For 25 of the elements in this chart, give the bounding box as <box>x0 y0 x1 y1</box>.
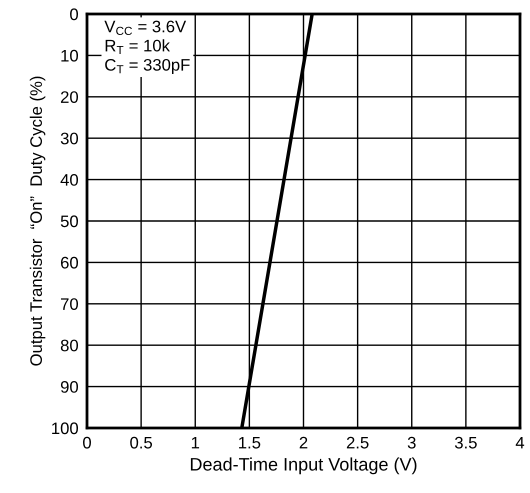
x-tick-label: 0.5 <box>130 436 152 449</box>
y-tick-label: 50 <box>60 215 78 228</box>
x-tick-label: 1.5 <box>239 436 260 449</box>
y-tick-label: 30 <box>60 132 78 144</box>
annotation: C$_{T}$ = 330pF <box>105 58 190 74</box>
y-tick-label: 100 <box>52 422 78 434</box>
x-tick-label: 2.5 <box>346 436 369 449</box>
y-tick-label: 90 <box>60 381 78 393</box>
y-tick-label: 80 <box>60 340 78 352</box>
y-axis-title: Output Transistor “On” Duty Cycle (%) <box>30 76 46 366</box>
y-tick-label: 70 <box>60 298 78 310</box>
y-tick-label: 40 <box>60 174 78 186</box>
annotation: R$_{T}$ = 10k <box>106 39 170 54</box>
y-tick-label: 10 <box>61 50 78 62</box>
x-tick-label: 0 <box>83 436 91 449</box>
y-tick-label: 60 <box>60 256 78 269</box>
annotation: V$_{CC}$ = 3.6V <box>104 20 186 36</box>
x-tick-label: 2 <box>300 436 308 448</box>
x-tick-label: 1 <box>192 436 200 448</box>
x-tick-label: 4 <box>516 436 524 448</box>
x-tick-label: 3 <box>408 436 416 449</box>
x-tick-label: 3.5 <box>454 436 477 449</box>
y-tick-label: 0 <box>70 8 78 20</box>
x-axis-title: Dead-Time Input Voltage (V) <box>190 457 416 474</box>
y-tick-label: 20 <box>60 91 78 104</box>
